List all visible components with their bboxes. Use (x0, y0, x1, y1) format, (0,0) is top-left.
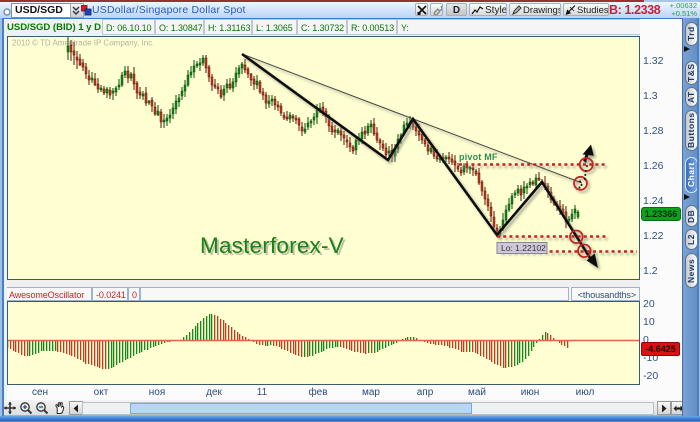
svg-text:Masterforex-V: Masterforex-V (202, 235, 346, 260)
svg-text:2010 © TD Ameritrade IP Compan: 2010 © TD Ameritrade IP Company, Inc. (12, 39, 154, 48)
svg-text:pivot MF: pivot MF (459, 152, 498, 162)
svg-text:Masterforex-V: Masterforex-V (200, 233, 344, 258)
svg-text:Lo: 1.22102: Lo: 1.22102 (501, 243, 546, 253)
